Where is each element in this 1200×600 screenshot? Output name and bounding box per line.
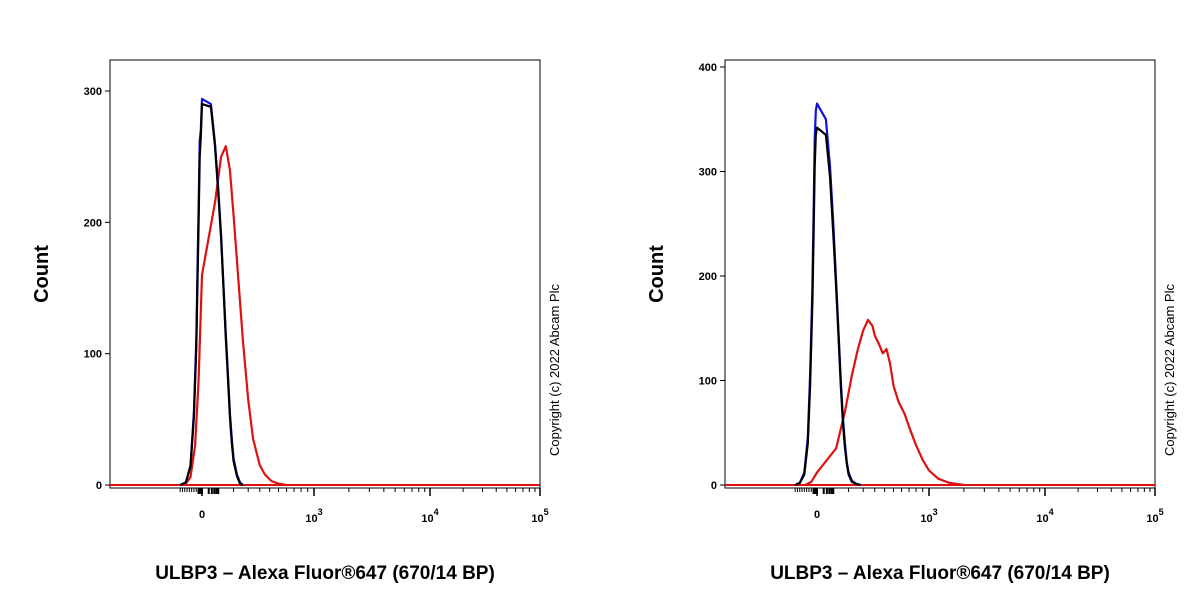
series-line-black	[794, 126, 861, 487]
histogram-right: 0 100 200 300 400 0 103 104 105 Count ULBP3 – A…	[615, 0, 1200, 600]
series-line-red	[804, 318, 965, 487]
x-tick-label: 0	[199, 509, 205, 521]
y-tick-label: 200	[699, 271, 717, 283]
series-line-blue	[179, 97, 244, 487]
x-tick-label: 103	[305, 507, 322, 525]
plot-frame	[109, 59, 541, 489]
y-tick-label: 300	[84, 86, 102, 98]
series-group	[725, 102, 1155, 487]
y-axis-ticks: 0 100 200 300	[84, 86, 110, 492]
x-tick-label: 0	[814, 509, 820, 521]
x-tick-label: 103	[920, 507, 937, 525]
x-tick-label: 104	[1036, 507, 1053, 525]
y-tick-label: 400	[699, 62, 717, 74]
x-tick-exponent: 5	[544, 507, 549, 517]
histogram-right-svg: 0 100 200 300 400 0 103 104 105 Count ULBP3 – A…	[646, 59, 1177, 584]
histogram-left: 0 100 200 300 0 103 104 105 Count ULBP3 – Alex…	[31, 59, 562, 584]
x-axis-label: ULBP3 – Alexa Fluor®647 (670/14 BP)	[770, 563, 1110, 584]
series-group	[110, 97, 540, 487]
x-tick-label: 104	[421, 507, 438, 525]
y-axis-ticks: 0 100 200 300 400	[699, 62, 725, 492]
x-tick-exponent: 3	[933, 507, 938, 517]
y-tick-label: 200	[84, 217, 102, 229]
copyright-annotation: Copyright (c) 2022 Abcam Plc	[1162, 284, 1177, 456]
y-tick-label: 300	[699, 167, 717, 179]
copyright-annotation: Copyright (c) 2022 Abcam Plc	[547, 284, 562, 456]
x-axis-ticks: 0 103 104 105	[179, 488, 549, 525]
x-tick-label: 105	[1146, 507, 1163, 525]
x-tick-exponent: 4	[1049, 507, 1054, 517]
y-tick-label: 100	[84, 349, 102, 361]
histogram-left-svg: 0 100 200 300 0 103 104 105 Count ULBP3 – Alex…	[31, 59, 562, 584]
y-axis-label: Count	[31, 245, 53, 303]
y-tick-label: 0	[711, 480, 717, 492]
series-line-black	[179, 103, 244, 487]
x-tick-exponent: 5	[1159, 507, 1164, 517]
y-axis-label: Count	[646, 245, 668, 303]
y-tick-label: 0	[96, 480, 102, 492]
x-tick-label: 105	[531, 507, 548, 525]
series-line-red	[183, 145, 287, 487]
plot-frame	[724, 59, 1156, 489]
x-axis-label: ULBP3 – Alexa Fluor®647 (670/14 BP)	[155, 563, 495, 584]
x-tick-exponent: 4	[434, 507, 439, 517]
x-tick-exponent: 3	[318, 507, 323, 517]
y-tick-label: 100	[699, 376, 717, 388]
x-axis-ticks: 0 103 104 105	[794, 488, 1164, 525]
